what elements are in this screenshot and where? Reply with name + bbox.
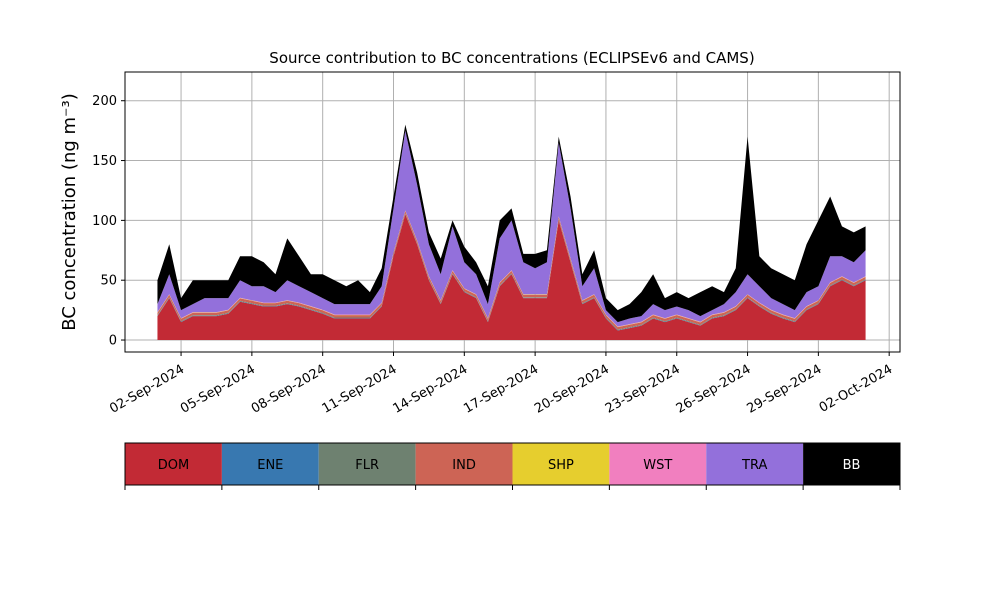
legend-swatch [512, 443, 610, 485]
area [157, 214, 866, 341]
chart-title: Source contribution to BC concentrations… [269, 49, 754, 67]
y-tick-label: 200 [92, 94, 117, 109]
legend-swatch [803, 443, 900, 485]
legend-label: DOM [158, 458, 189, 473]
y-tick-label: 50 [100, 274, 117, 289]
x-tick-label: 17-Sep-2024 [461, 362, 541, 417]
x-tick-label: 05-Sep-2024 [178, 362, 258, 417]
area [157, 130, 866, 327]
legend-swatch [221, 443, 319, 485]
x-tick-label: 26-Sep-2024 [674, 362, 754, 417]
legend-swatch [318, 443, 416, 485]
x-tick-label: 11-Sep-2024 [320, 362, 400, 417]
x-tick-label: 02-Oct-2024 [817, 362, 895, 416]
legend-swatch [415, 443, 513, 485]
legend-swatch [706, 443, 804, 485]
x-tick-label: 29-Sep-2024 [745, 362, 825, 417]
legend-label: ENE [257, 458, 283, 473]
plot-frame [124, 71, 901, 353]
legend-swatch [609, 443, 707, 485]
x-tick-label: 14-Sep-2024 [390, 362, 470, 417]
y-tick-label: 100 [92, 214, 117, 229]
y-tick-label: 150 [92, 154, 117, 169]
legend-label: SHP [548, 458, 574, 473]
legend-swatch [125, 443, 222, 485]
legend-label: BB [843, 458, 861, 473]
x-tick-label: 08-Sep-2024 [249, 362, 329, 417]
x-tick-label: 02-Sep-2024 [107, 362, 187, 417]
legend-label: TRA [741, 458, 767, 473]
y-axis-label: BC concentration (ng m⁻³) [59, 93, 80, 331]
legend-label: IND [452, 458, 476, 473]
x-tick-label: 20-Sep-2024 [532, 362, 612, 417]
area [157, 124, 866, 323]
y-tick-label: 0 [109, 334, 117, 349]
legend-label: FLR [355, 458, 379, 473]
legend-label: WST [643, 458, 672, 473]
legend-frame [124, 442, 901, 486]
x-tick-label: 23-Sep-2024 [603, 362, 683, 417]
